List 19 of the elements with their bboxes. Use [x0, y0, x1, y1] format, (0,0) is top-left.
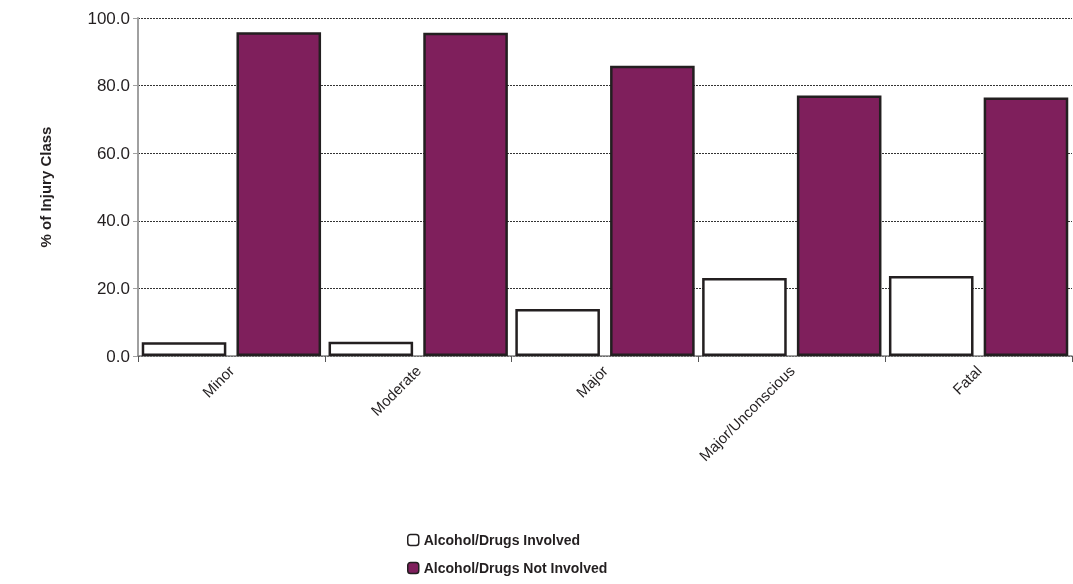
y-axis-title: % of Injury Class [37, 126, 54, 248]
bar [796, 95, 882, 356]
legend-label: Alcohol/Drugs Not Involved [423, 560, 608, 576]
bar [236, 32, 322, 356]
y-tick-label: 40.0 [96, 211, 130, 231]
y-tick-label: 0.0 [106, 346, 130, 366]
bar [515, 309, 600, 356]
bar [423, 32, 508, 356]
bar [983, 97, 1069, 356]
bar [888, 275, 974, 356]
bar [702, 277, 787, 356]
y-tick-label: 60.0 [96, 143, 130, 163]
y-tick-label: 80.0 [96, 76, 130, 96]
bar [328, 341, 414, 356]
bar [141, 342, 227, 356]
legend-label: Alcohol/Drugs Involved [423, 532, 581, 548]
bar [610, 65, 695, 356]
y-tick-label: 20.0 [96, 278, 130, 298]
y-tick-label: 100.0 [87, 8, 130, 28]
